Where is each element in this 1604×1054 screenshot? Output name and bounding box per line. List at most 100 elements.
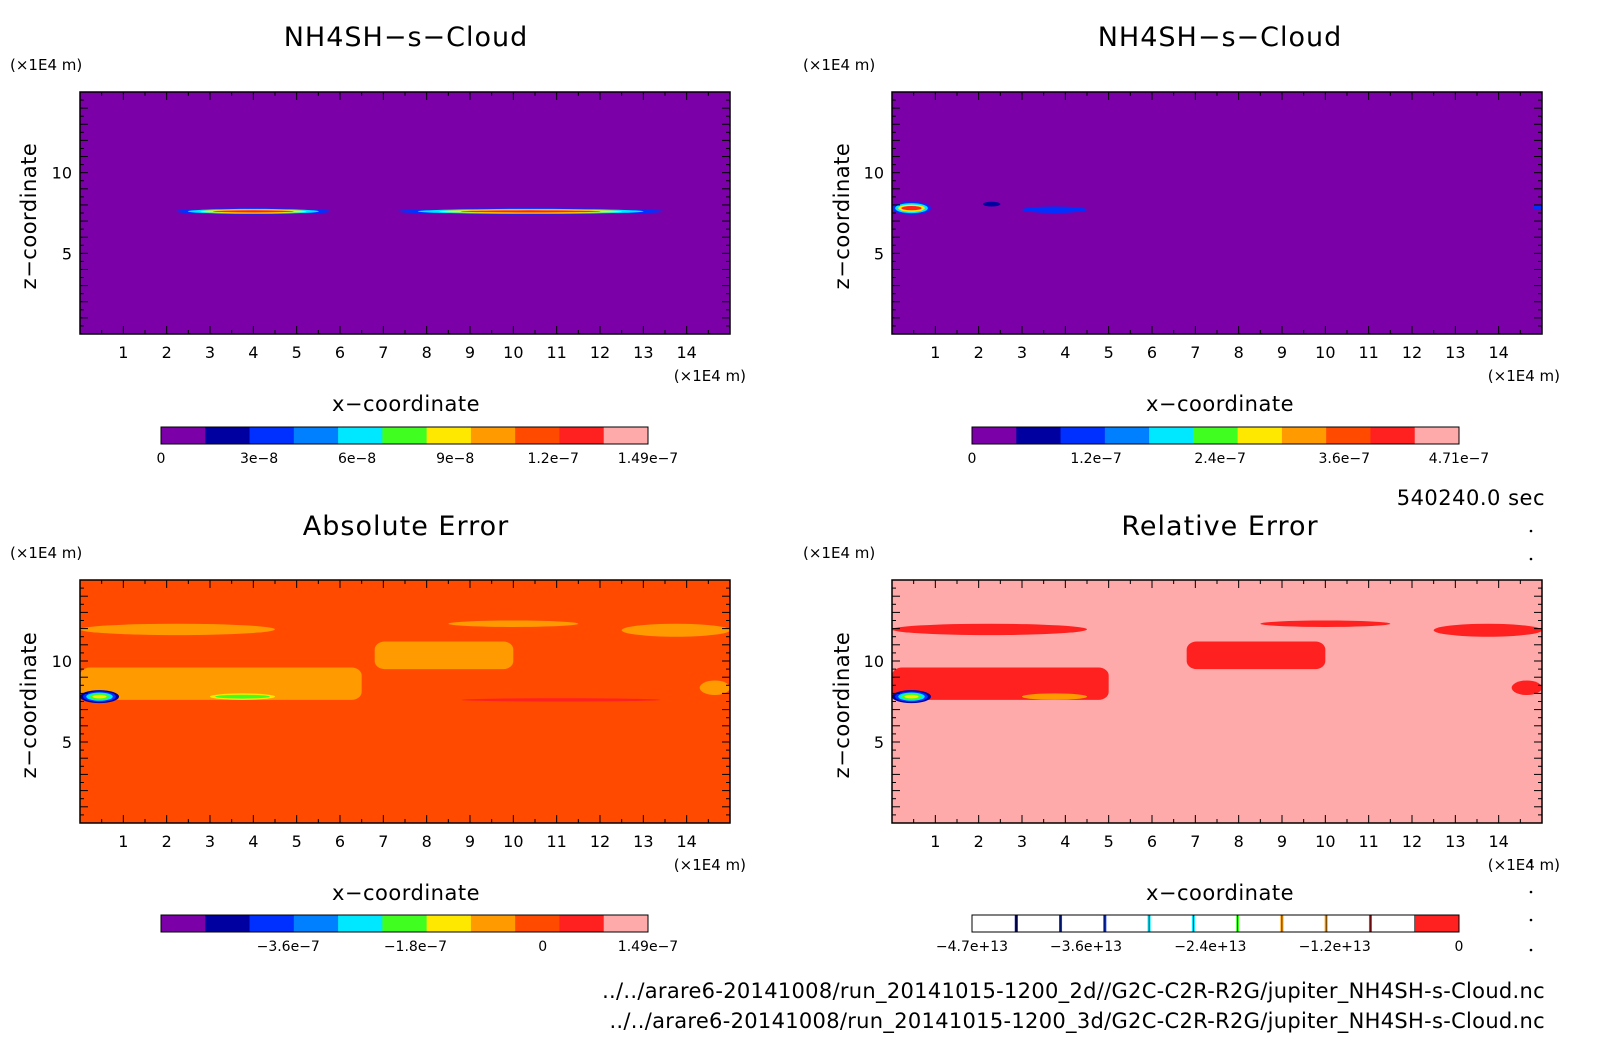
x-axis-label: x−coordinate bbox=[1146, 881, 1294, 905]
x-tick-label: 8 bbox=[422, 832, 432, 851]
y-tick-label: 5 bbox=[874, 244, 884, 263]
colorbar-swatch bbox=[205, 915, 251, 932]
field-background bbox=[892, 92, 1542, 334]
colorbar-tick-label: 4.71e−7 bbox=[1429, 451, 1489, 467]
colorbar: 0 3e−8 6e−8 9e−8 1.2e−7 1.49e−7 bbox=[157, 426, 678, 467]
colorbar-tick-label: −4.7e+13 bbox=[936, 939, 1008, 955]
colorbar-swatch bbox=[1414, 427, 1460, 444]
colorbar-swatch bbox=[470, 915, 516, 932]
footer-path-3d: ../../arare6-20141008/run_20141015-1200_… bbox=[609, 1009, 1545, 1034]
colorbar-swatch bbox=[972, 915, 1017, 932]
contour-region bbox=[621, 623, 730, 637]
x-tick-label: 9 bbox=[465, 343, 475, 362]
field-feature bbox=[699, 680, 730, 696]
colorbar-swatch bbox=[603, 915, 649, 932]
colorbar-frame bbox=[160, 426, 649, 445]
y-unit-label: (×1E4 m) bbox=[10, 544, 82, 562]
colorbar-swatch bbox=[382, 427, 428, 444]
x-tick-label: 7 bbox=[378, 343, 388, 362]
colorbar-tick-label: 0 bbox=[157, 451, 166, 467]
x-tick-label: 3 bbox=[1017, 343, 1027, 362]
x-tick-label: 12 bbox=[590, 343, 610, 362]
colorbar-swatch bbox=[1237, 915, 1283, 932]
x-tick-label: 6 bbox=[1147, 343, 1157, 362]
x-tick-label: 10 bbox=[503, 832, 523, 851]
colorbar-swatch bbox=[1016, 915, 1062, 932]
x-tick-label: 1 bbox=[118, 343, 128, 362]
colorbar-swatch bbox=[515, 427, 560, 444]
margin-dot bbox=[1529, 529, 1533, 533]
colorbar-frame bbox=[160, 914, 649, 933]
colorbar-swatch bbox=[293, 915, 339, 932]
colorbar-tick-label: −3.6e+13 bbox=[1050, 939, 1122, 955]
field-feature bbox=[396, 208, 665, 215]
colorbar-swatch bbox=[338, 427, 383, 444]
x-unit-label: (×1E4 m) bbox=[674, 367, 746, 385]
time-label: 540240.0 sec bbox=[1397, 486, 1545, 510]
x-tick-label: 8 bbox=[1234, 832, 1244, 851]
contour-region bbox=[1022, 693, 1087, 700]
contour-region bbox=[1511, 680, 1543, 696]
x-tick-label: 9 bbox=[1277, 832, 1287, 851]
x-tick-label: 14 bbox=[1488, 343, 1508, 362]
y-tick-label: 5 bbox=[874, 733, 884, 752]
field-feature bbox=[892, 623, 1087, 636]
colorbar-frame bbox=[971, 914, 1460, 933]
panel-title: Relative Error bbox=[1121, 511, 1318, 542]
field-feature bbox=[983, 201, 1001, 207]
field-feature bbox=[1022, 206, 1087, 213]
contour-region bbox=[1533, 204, 1542, 210]
field-background bbox=[80, 580, 730, 823]
colorbar: −4.7e+13 −3.6e+13 −2.4e+13 −1.2e+13 0 bbox=[936, 914, 1463, 955]
colorbar-swatch bbox=[1193, 915, 1239, 932]
x-tick-label: 1 bbox=[930, 343, 940, 362]
contour-region bbox=[448, 620, 579, 627]
field-feature bbox=[80, 623, 275, 636]
x-tick-label: 13 bbox=[1445, 343, 1465, 362]
colorbar-swatch bbox=[1104, 915, 1150, 932]
y-tick-label: 10 bbox=[864, 652, 884, 671]
x-tick-label: 3 bbox=[205, 343, 215, 362]
colorbar-swatch bbox=[249, 427, 295, 444]
x-tick-label: 2 bbox=[162, 832, 172, 851]
field-feature bbox=[80, 690, 119, 704]
x-tick-label: 2 bbox=[162, 343, 172, 362]
y-unit-label: (×1E4 m) bbox=[803, 56, 875, 74]
panel-bottom-left: Absolute Error (×1E4 m) (×1E4 m) x−coord… bbox=[10, 511, 746, 905]
x-tick-label: 3 bbox=[1017, 832, 1027, 851]
colorbar-tick-label: 2.4e−7 bbox=[1194, 451, 1246, 467]
contour-region bbox=[892, 667, 1109, 700]
contour-region bbox=[904, 694, 919, 699]
contour-region bbox=[374, 641, 514, 670]
x-tick-label: 11 bbox=[1358, 832, 1378, 851]
panel-title: Absolute Error bbox=[303, 511, 509, 542]
y-axis-label: z−coordinate bbox=[17, 632, 41, 779]
contour-region bbox=[1186, 641, 1326, 670]
x-tick-label: 7 bbox=[1190, 832, 1200, 851]
field-feature bbox=[461, 698, 661, 702]
x-tick-label: 8 bbox=[1234, 343, 1244, 362]
field-feature bbox=[374, 641, 514, 670]
x-tick-label: 13 bbox=[1445, 832, 1465, 851]
colorbar-tick-label: 0 bbox=[968, 451, 977, 467]
colorbar-swatch bbox=[1237, 427, 1283, 444]
x-tick-label: 1 bbox=[118, 832, 128, 851]
x-tick-label: 13 bbox=[633, 832, 653, 851]
panel-bottom-right: Relative Error (×1E4 m) (×1E4 m) x−coord… bbox=[803, 511, 1560, 905]
colorbar-tick-label: 9e−8 bbox=[436, 451, 474, 467]
x-axis-label: x−coordinate bbox=[332, 392, 480, 416]
field-feature bbox=[175, 208, 332, 215]
panel-top-right: NH4SH−s−Cloud (×1E4 m) (×1E4 m) x−coordi… bbox=[803, 22, 1560, 416]
y-axis-label: z−coordinate bbox=[830, 632, 854, 779]
field-feature bbox=[1433, 623, 1543, 637]
colorbar-swatch bbox=[1104, 427, 1150, 444]
colorbar-tick-label: 1.49e−7 bbox=[618, 451, 678, 467]
x-tick-label: 6 bbox=[335, 343, 345, 362]
y-unit-label: (×1E4 m) bbox=[803, 544, 875, 562]
colorbar-swatch bbox=[338, 915, 383, 932]
contour-region bbox=[892, 623, 1087, 636]
x-unit-label: (×1E4 m) bbox=[1488, 367, 1560, 385]
field-feature bbox=[448, 620, 579, 627]
colorbar-swatch bbox=[1149, 427, 1194, 444]
